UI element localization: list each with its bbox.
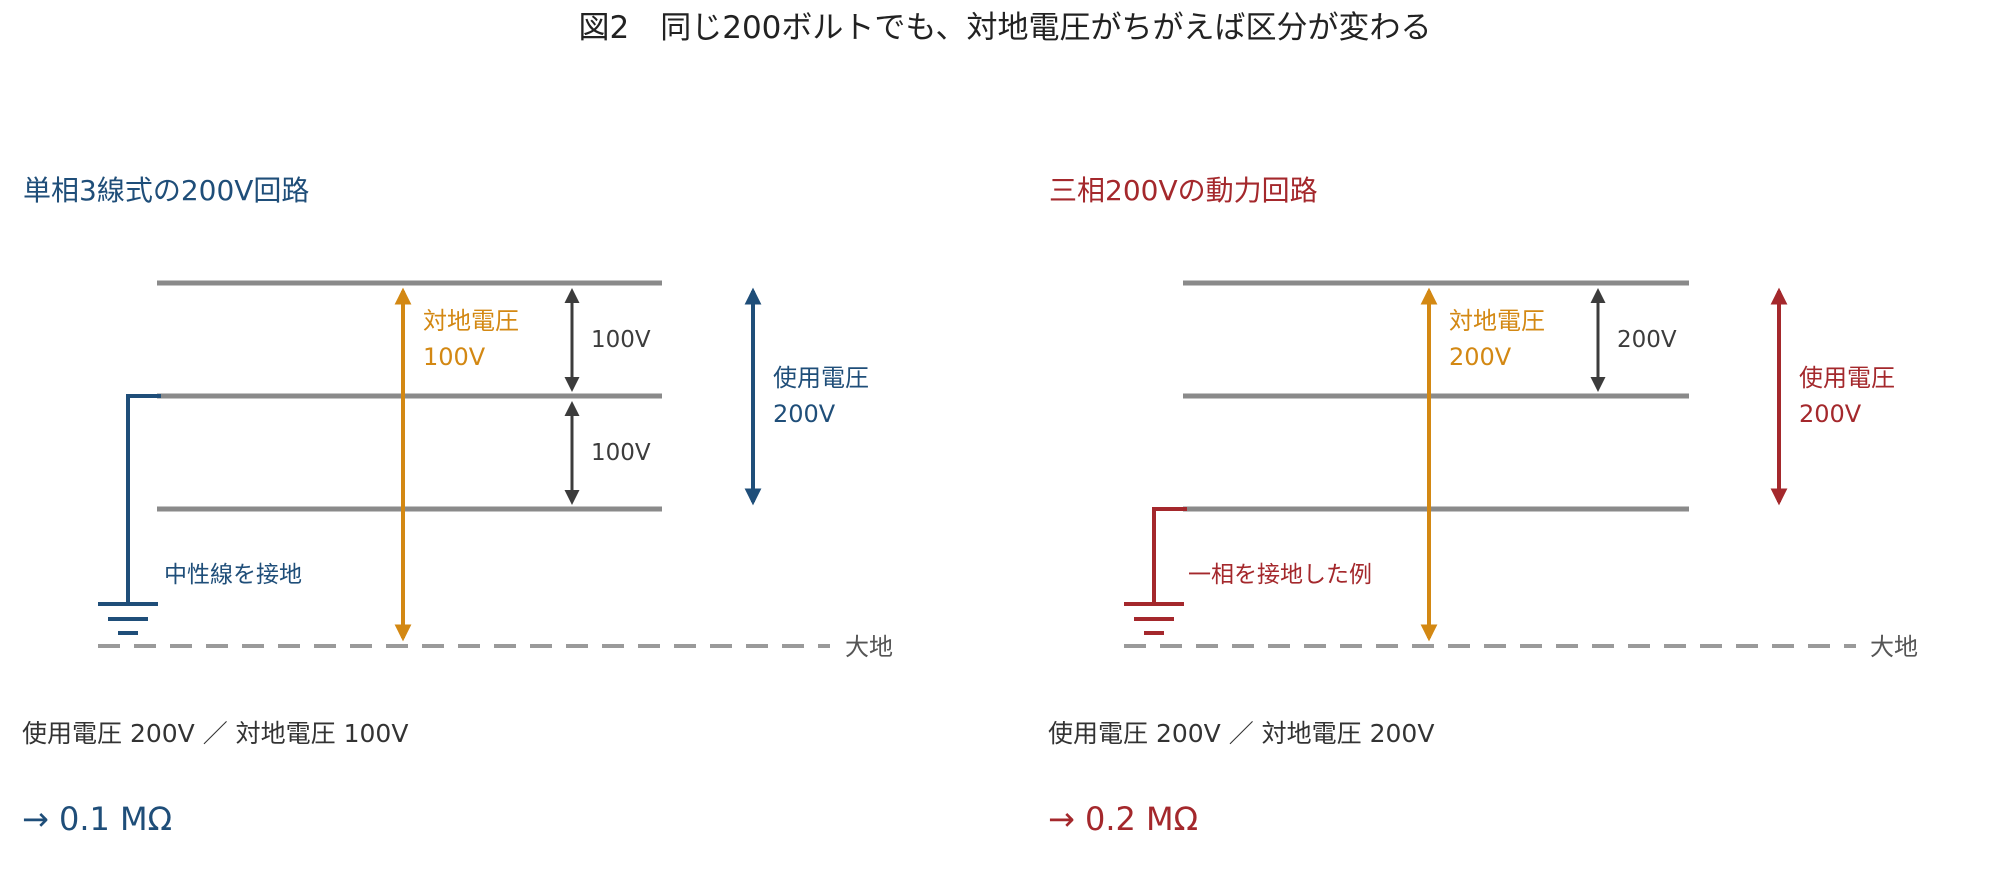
panel-heading: 三相200Vの動力回路 bbox=[1049, 174, 1318, 207]
figure-title: 図2 同じ200ボルトでも、対地電圧がちがえば区分が変わる bbox=[579, 10, 1432, 46]
ground-voltage-value: 200V bbox=[1449, 343, 1512, 371]
panel-single-phase: 単相3線式の200V回路 中性線を接地 大地 対地電圧 100V 100V 10… bbox=[22, 174, 893, 838]
ground-symbol-icon bbox=[1124, 602, 1184, 635]
panel-heading: 単相3線式の200V回路 bbox=[23, 174, 309, 207]
ground-wire-label: 一相を接地した例 bbox=[1188, 562, 1372, 588]
use-voltage-value: 200V bbox=[773, 400, 836, 428]
use-voltage-label: 使用電圧 bbox=[773, 364, 869, 392]
ground-wire-label: 中性線を接地 bbox=[164, 562, 302, 588]
ground-voltage-label: 対地電圧 bbox=[423, 307, 519, 335]
line-voltage-lower-value: 100V bbox=[591, 440, 651, 466]
earth-label: 大地 bbox=[1870, 633, 1918, 661]
summary-text: 使用電圧 200V ／ 対地電圧 200V bbox=[1048, 719, 1434, 748]
summary-text: 使用電圧 200V ／ 対地電圧 100V bbox=[22, 719, 408, 748]
ground-voltage-label: 対地電圧 bbox=[1449, 307, 1545, 335]
panel-three-phase: 三相200Vの動力回路 一相を接地した例 大地 対地電圧 200V 200V 使… bbox=[1048, 174, 1918, 838]
result-text: → 0.1 MΩ bbox=[22, 800, 172, 838]
ground-wire bbox=[126, 394, 161, 603]
line-voltage-value: 200V bbox=[1617, 327, 1677, 353]
result-text: → 0.2 MΩ bbox=[1048, 800, 1198, 838]
use-voltage-value: 200V bbox=[1799, 400, 1862, 428]
ground-symbol-icon bbox=[98, 602, 158, 635]
ground-wire bbox=[1152, 507, 1187, 603]
line-voltage-upper-value: 100V bbox=[591, 327, 651, 353]
use-voltage-label: 使用電圧 bbox=[1799, 364, 1895, 392]
ground-voltage-value: 100V bbox=[423, 343, 486, 371]
earth-label: 大地 bbox=[845, 633, 893, 661]
